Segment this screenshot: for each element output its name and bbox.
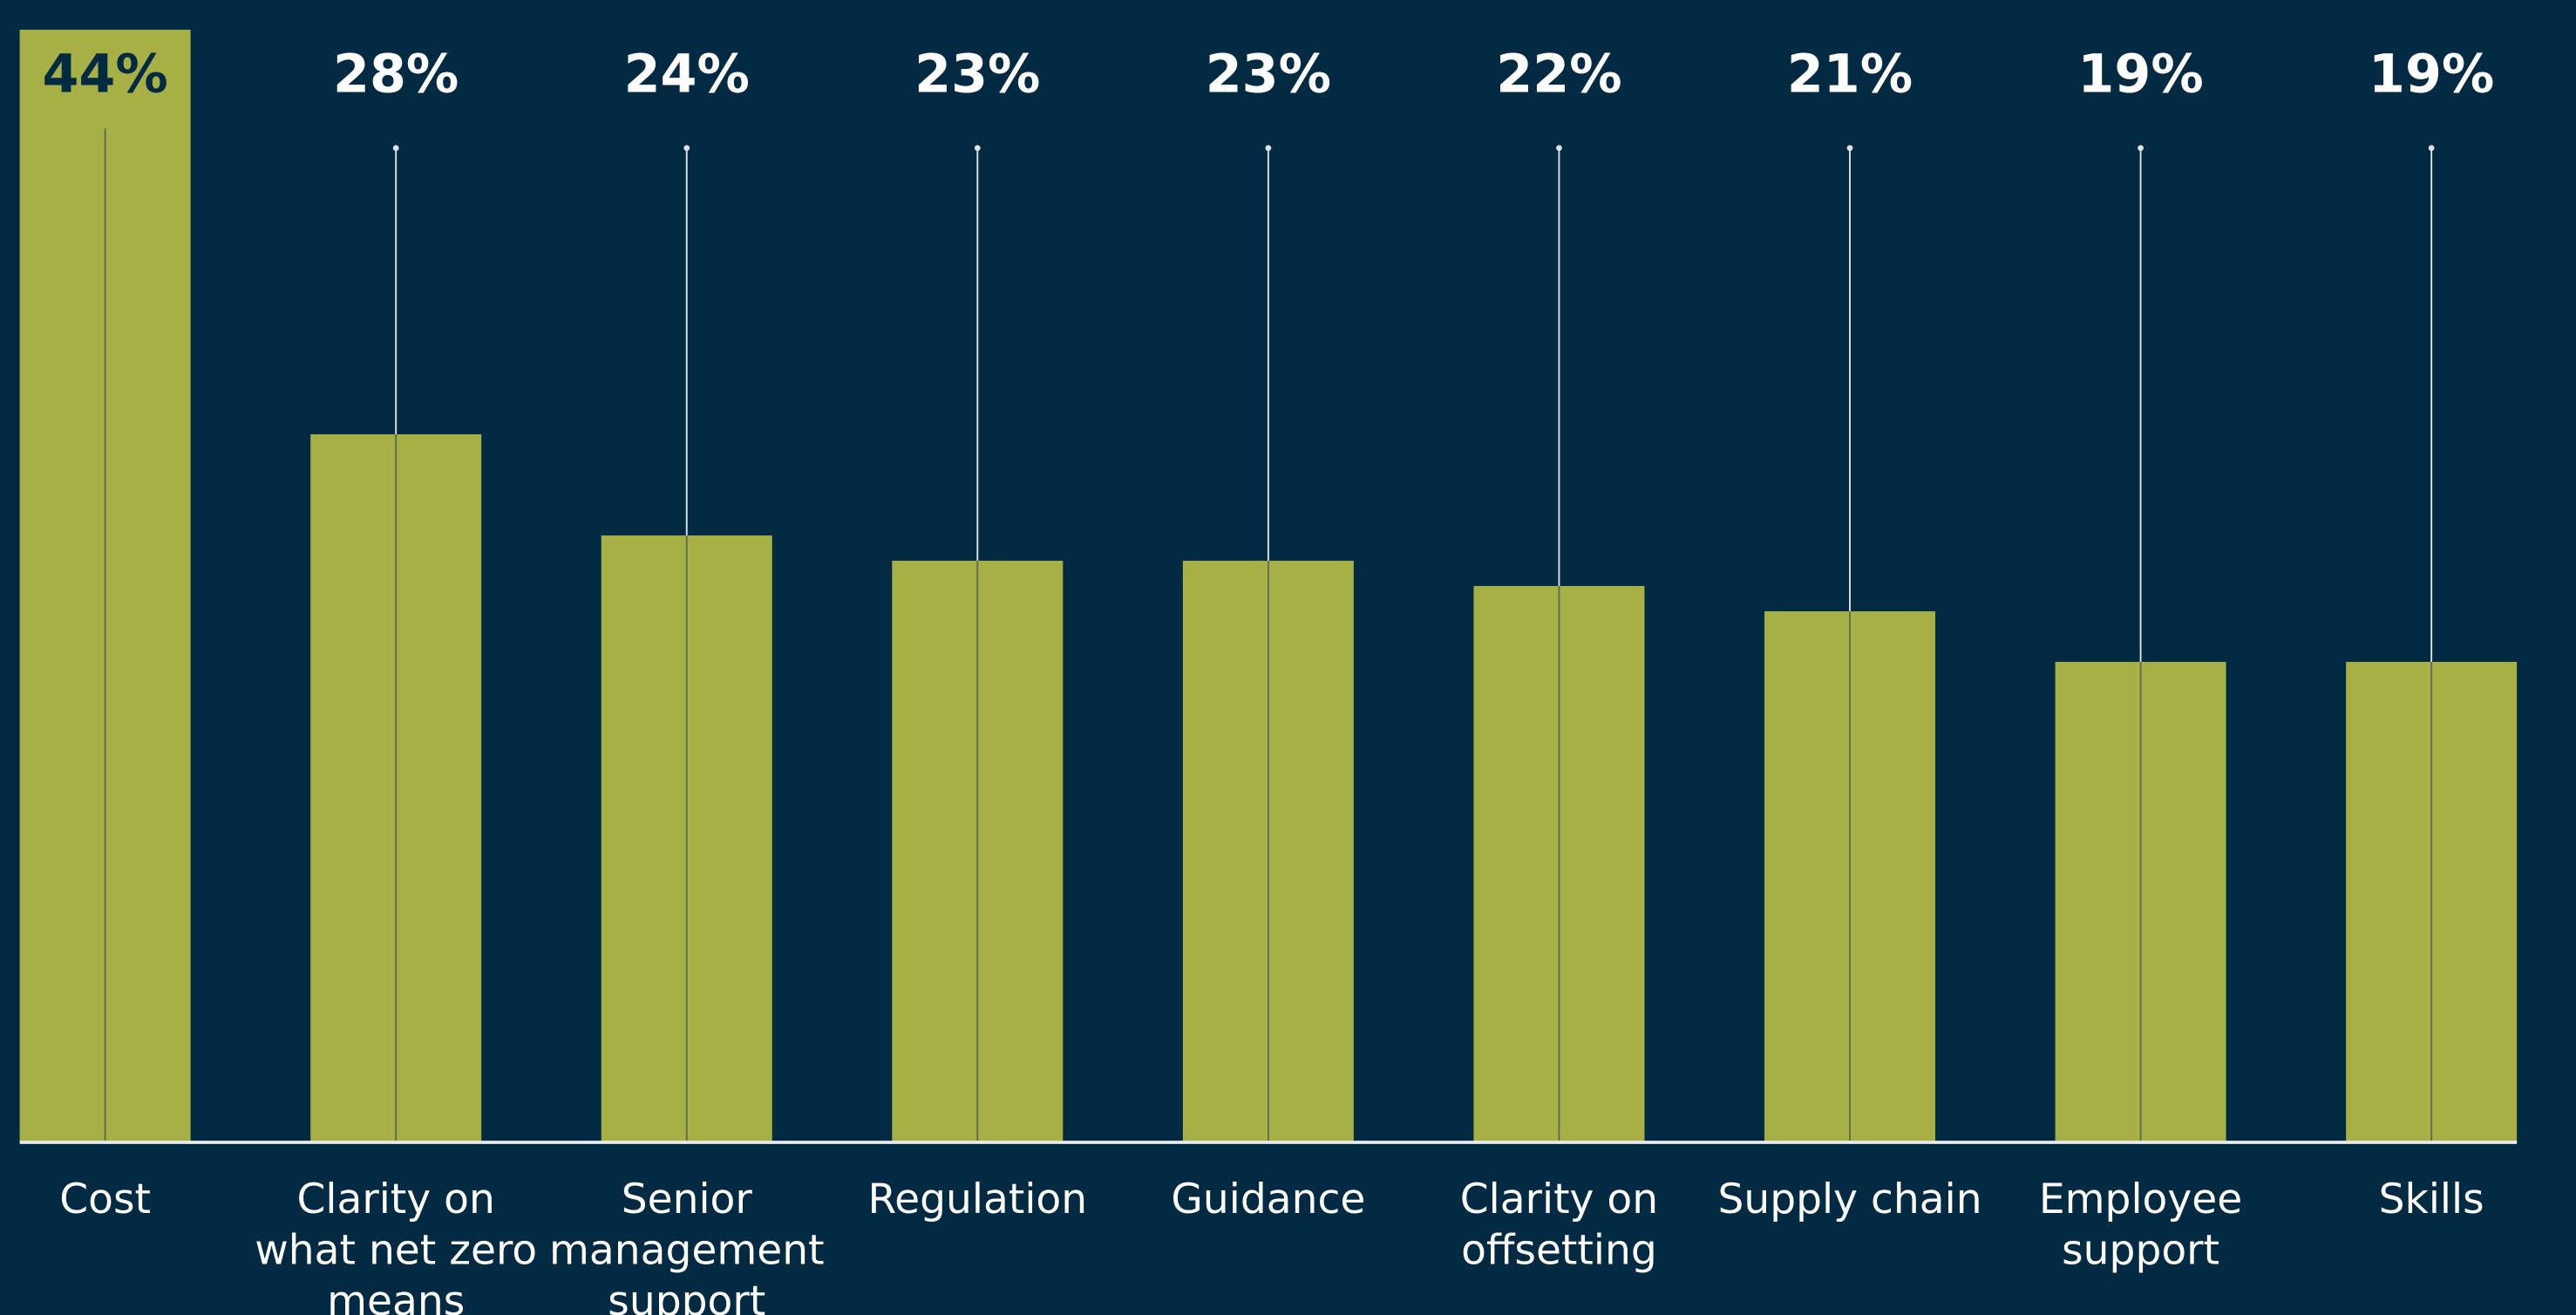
x-tick-label: Regulation	[867, 1175, 1088, 1223]
x-tick-label: Supply chain	[1717, 1175, 1982, 1223]
x-label-box: Skills	[2378, 1175, 2484, 1223]
leader-dot	[2428, 145, 2435, 152]
x-label-box: Supply chain	[1717, 1175, 1982, 1223]
value-label: 23%	[1206, 44, 1331, 106]
x-label-box: Cost	[59, 1175, 151, 1223]
leader-dot	[1846, 145, 1853, 152]
x-label-box: Senior management support	[548, 1175, 825, 1315]
x-tick-label: Employee support	[2038, 1175, 2243, 1274]
x-tick-label: Cost	[59, 1175, 151, 1223]
x-label-box: Guidance	[1171, 1175, 1366, 1223]
x-label-box: Clarity on what net zero means	[255, 1175, 538, 1315]
leader-dot	[683, 145, 690, 152]
leader-dot	[2138, 145, 2144, 152]
x-label-box: Regulation	[867, 1175, 1088, 1223]
x-tick-label: Clarity on what net zero means	[255, 1175, 538, 1315]
value-label: 24%	[624, 44, 750, 106]
value-label: 28%	[333, 44, 459, 106]
x-tick-label: Senior management support	[548, 1175, 825, 1315]
value-label: 19%	[2369, 44, 2494, 106]
x-tick-label: Guidance	[1171, 1175, 1366, 1223]
leader-dot	[1265, 145, 1272, 152]
value-label: 19%	[2077, 44, 2203, 106]
x-tick-label: Skills	[2378, 1175, 2484, 1223]
value-label: 23%	[914, 44, 1040, 106]
value-label: 44%	[42, 44, 167, 106]
value-label: 21%	[1787, 44, 1913, 106]
leader-dot	[1556, 145, 1562, 152]
leader-dot	[974, 145, 981, 152]
x-label-box: Employee support	[2038, 1175, 2243, 1274]
leader-dot	[392, 145, 399, 152]
value-label: 22%	[1496, 44, 1621, 106]
x-tick-label: Clarity on offsetting	[1459, 1175, 1659, 1274]
x-label-box: Clarity on offsetting	[1459, 1175, 1659, 1274]
